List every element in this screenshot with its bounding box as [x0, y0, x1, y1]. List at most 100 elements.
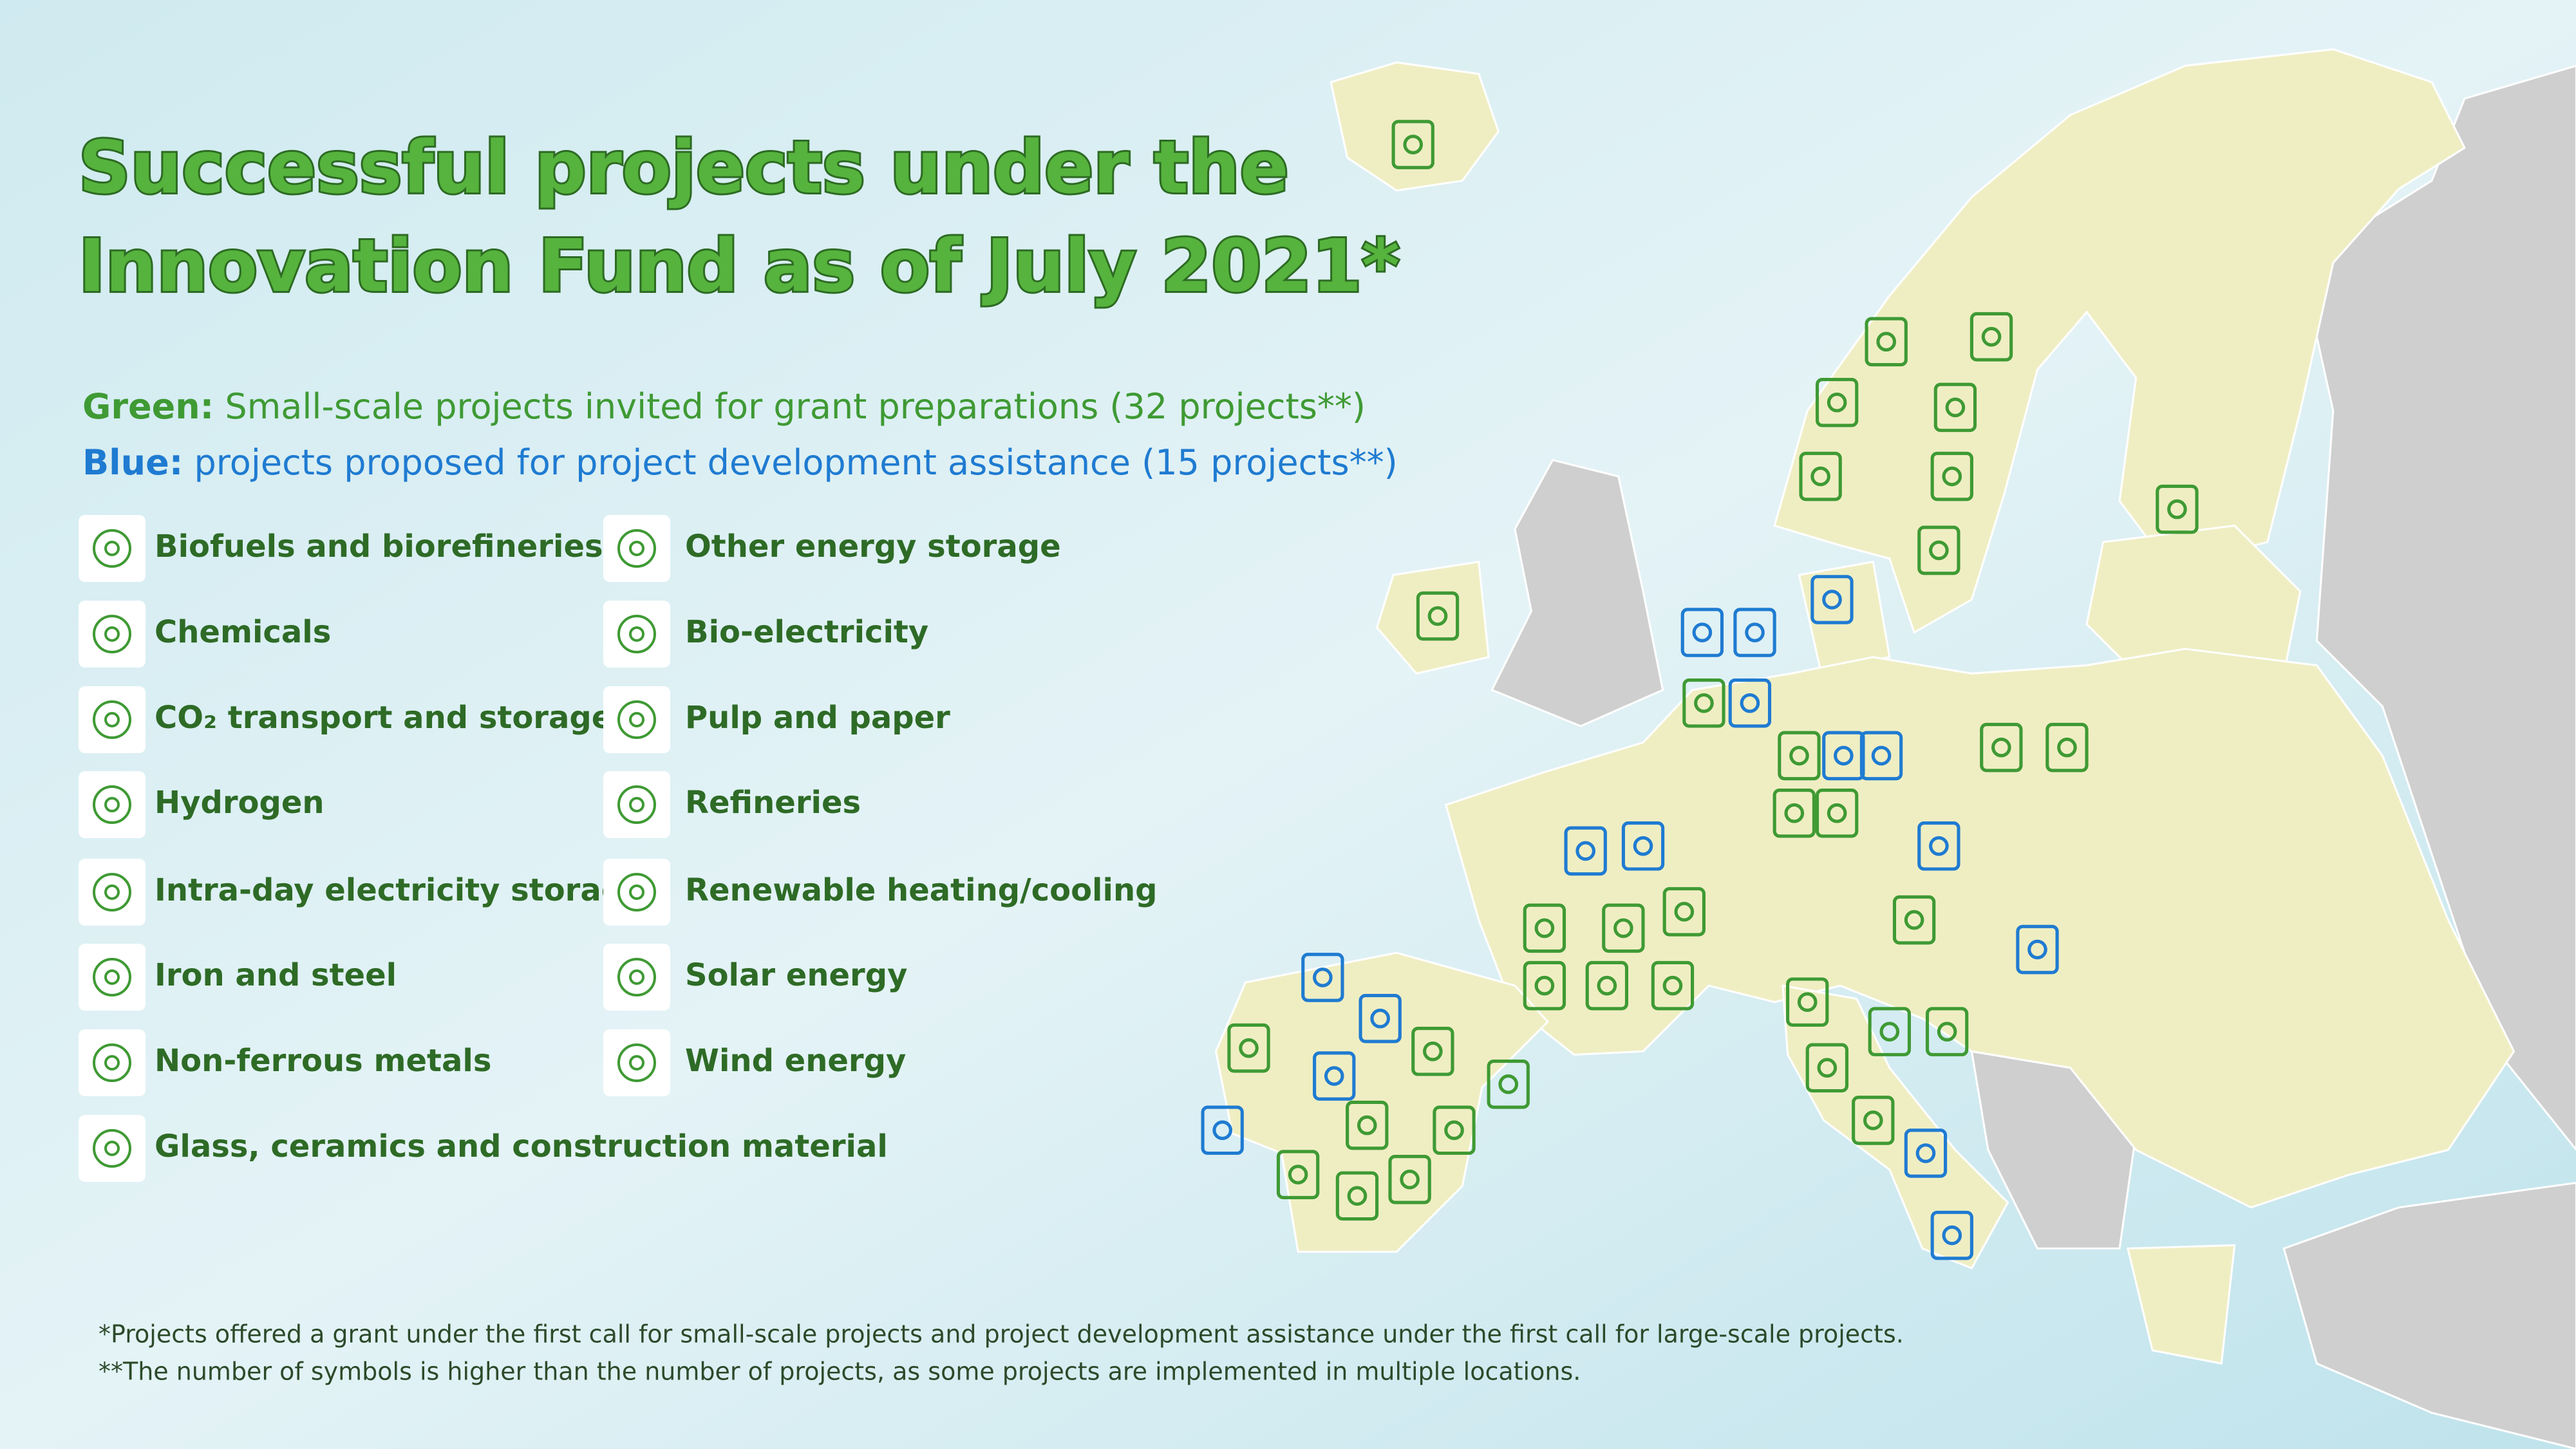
legend-icon [603, 859, 670, 926]
map-icon [1805, 1043, 1849, 1093]
intro-line: Blue: projects proposed for project deve… [82, 442, 1398, 483]
footnote: *Projects offered a grant under the firs… [99, 1320, 1904, 1349]
map-icon-frame [1487, 1060, 1530, 1109]
map-icon [1227, 1023, 1270, 1073]
intro-text: projects proposed for project developmen… [194, 442, 1398, 483]
map-icon-frame [1359, 993, 1402, 1043]
map-icon [1523, 903, 1566, 953]
title-line: Successful projects under the [79, 126, 1289, 210]
map-icon-frame [1564, 826, 1607, 876]
scandinavia [1773, 48, 2466, 634]
map-icon-frame [1980, 722, 2023, 772]
icon-glyph [629, 797, 644, 812]
map-icon [1682, 678, 1725, 728]
icon-glyph [93, 785, 131, 824]
map-icon-dot [1662, 975, 1683, 996]
map-icon-frame [1930, 451, 1973, 501]
map-icon-frame [1859, 731, 1903, 781]
legend-icon [79, 601, 146, 668]
icon-glyph [104, 797, 120, 812]
legend-icon [79, 515, 146, 582]
icon-box [603, 1029, 670, 1096]
map-icon-frame [1805, 1043, 1849, 1093]
map-icon-frame [1585, 960, 1629, 1011]
map-icon-dot [1915, 1143, 1936, 1163]
map-icon [1433, 1105, 1476, 1155]
map-icon [1970, 312, 2013, 362]
icon-glyph [629, 712, 644, 727]
map-icon-frame [1733, 608, 1776, 657]
icon-glyph [104, 626, 120, 642]
map-icon-frame [1682, 678, 1725, 728]
map-icon-dot [1498, 1074, 1519, 1094]
legend-icon [603, 601, 670, 668]
map-icon-dot [1981, 326, 2002, 347]
map-icon [1301, 953, 1344, 1002]
legend-label: Other energy storage [685, 528, 1061, 565]
map-icon-frame [1621, 821, 1665, 871]
map-icon-frame [1917, 525, 1960, 575]
map-icon-dot [1745, 622, 1765, 642]
icon-box [603, 515, 670, 582]
map-icon-dot [1904, 910, 1924, 930]
map-icon-dot [1357, 1115, 1377, 1136]
map-icon [1917, 525, 1960, 575]
map-icon-frame [1728, 678, 1772, 728]
icon-glyph [629, 626, 644, 642]
map-icon-dot [1633, 836, 1653, 856]
map-icon-frame [1335, 1171, 1379, 1221]
map-icon-dot [2027, 939, 2047, 960]
turkey [2282, 1181, 2576, 1449]
map-icon [1859, 731, 1903, 781]
map-icon-frame [1892, 895, 1936, 945]
legend-label: Bio-electricity [685, 614, 928, 650]
icon-glyph [93, 1043, 131, 1082]
map-icon [1523, 960, 1566, 1011]
map-icon [1980, 722, 2023, 772]
map-icon-frame [1917, 821, 1960, 871]
map-icon [1585, 960, 1629, 1011]
intro-line: Green: Small-scale projects invited for … [82, 386, 1366, 427]
iceland [1330, 61, 1500, 192]
ireland [1375, 561, 1490, 675]
map-icon [2156, 484, 2199, 534]
icon-box [603, 686, 670, 753]
map-icon-frame [1276, 1150, 1320, 1199]
map-icon-dot [1212, 1120, 1233, 1141]
map-icon-dot [1347, 1186, 1368, 1206]
map-icon-dot [1789, 745, 1809, 766]
legend-icon [79, 859, 146, 926]
map-icon [1487, 1060, 1530, 1109]
map-icon-dot [1740, 693, 1760, 713]
map-icon [1388, 1155, 1431, 1204]
icon-box [603, 944, 670, 1011]
map-icon [1564, 826, 1607, 876]
intro-label: Green: [82, 386, 214, 427]
greece [2126, 1244, 2236, 1365]
icon-glyph [93, 700, 131, 739]
map-icon [1917, 821, 1960, 871]
map-icon-frame [1786, 977, 1829, 1027]
legend-icon [603, 1029, 670, 1096]
map-icon-frame [1602, 903, 1645, 953]
icon-glyph [93, 529, 131, 568]
map-icon-dot [1575, 841, 1595, 861]
map-icon-dot [1613, 918, 1633, 939]
icon-glyph [93, 873, 131, 911]
map-icon-frame [1651, 960, 1695, 1011]
map-icon-dot [1674, 902, 1695, 922]
map-icon-frame [1933, 382, 1977, 433]
map-icon [1925, 1007, 1969, 1056]
legend-label: Iron and steel [155, 957, 397, 993]
map-icon [1778, 731, 1821, 781]
denmark [1798, 561, 1891, 671]
icon-glyph [93, 615, 131, 653]
icon-glyph [104, 1055, 120, 1070]
map-icon-dot [1534, 918, 1555, 939]
map-icon-dot [1784, 803, 1805, 823]
legend-label: Chemicals [155, 614, 331, 650]
legend-label: Intra-day electricity storage [155, 872, 644, 908]
icon-glyph [629, 1055, 644, 1070]
icon-box [79, 944, 146, 1011]
